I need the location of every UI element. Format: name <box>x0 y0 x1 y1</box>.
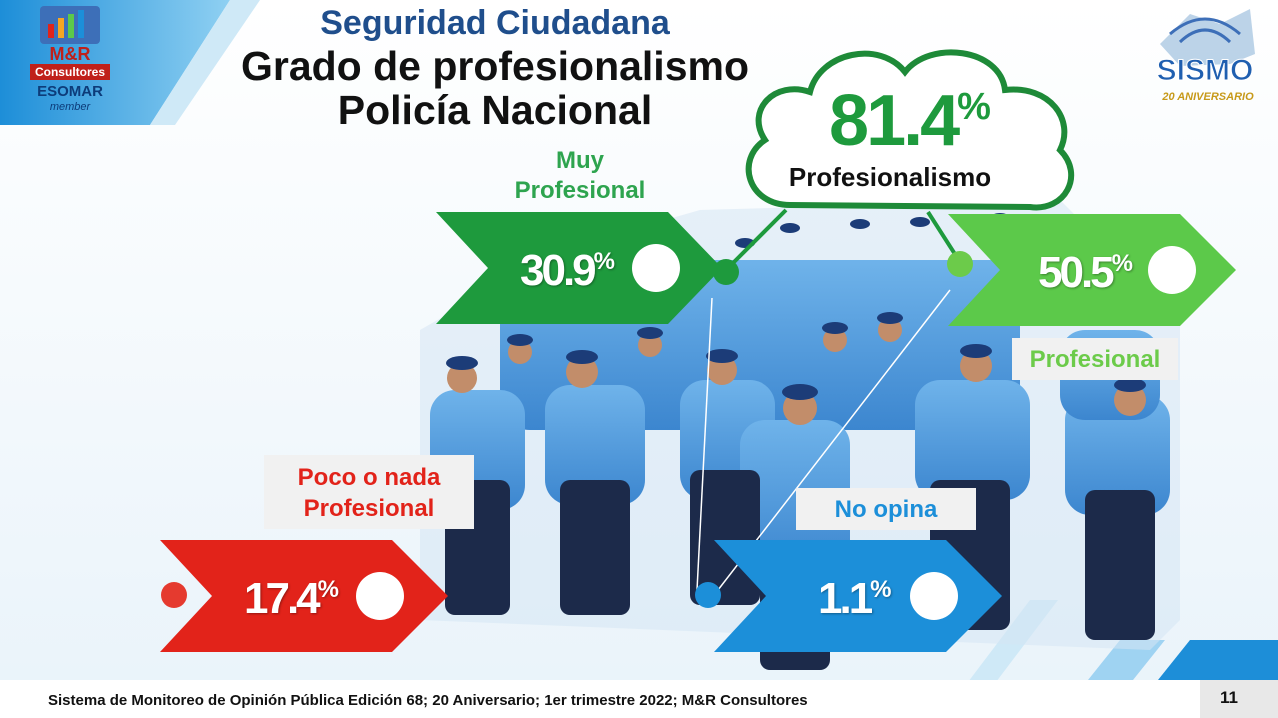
logo-consultores-text: Consultores <box>35 65 105 79</box>
muy-profesional-arrow <box>436 212 722 324</box>
no-opina-label-box <box>796 488 976 530</box>
sismo-anniversary-text: 20 ANIVERSARIO <box>1161 91 1254 103</box>
logo-member-text: member <box>50 101 92 113</box>
poco-profesional-arrow <box>160 540 448 652</box>
slide-title-line1: Grado de profesionalismo <box>240 43 750 89</box>
profesional-value: 50.5% <box>1038 248 1133 297</box>
sismo-logo: SISMO 20 ANIVERSARIO <box>1140 4 1270 110</box>
summary-label: Profesionalismo <box>788 162 992 192</box>
poco-profesional-label: Poco o nada Profesional <box>297 464 441 522</box>
mr-consultores-logo: M&R Consultores ESOMAR member <box>30 6 110 116</box>
profesional-label: Profesional <box>1029 346 1161 373</box>
profesional-circle <box>1148 246 1196 294</box>
profesional-label-box <box>1012 338 1178 380</box>
no-opina-label: No opina <box>834 496 938 523</box>
poco-profesional-dot <box>161 582 187 608</box>
footer-bar <box>0 680 1278 718</box>
summary-unit: % <box>957 86 991 128</box>
profesional-arrow <box>948 214 1236 326</box>
logo-esomar-text: ESOMAR <box>37 83 103 100</box>
poco-profesional-value: 17.4% <box>244 574 339 623</box>
slide-title-line2: Policía Nacional <box>337 87 653 133</box>
slide-topic: Seguridad Ciudadana <box>320 4 670 42</box>
poco-label-box <box>264 455 474 529</box>
no-opina-arrow <box>714 540 1002 652</box>
page-number: 11 <box>1220 688 1238 707</box>
logo-mr-text: M&R <box>50 44 91 64</box>
footer-source: Sistema de Monitoreo de Opinión Pública … <box>48 692 808 709</box>
corner-swoosh-stripe <box>150 0 260 125</box>
summary-value: 81.4% <box>829 81 991 161</box>
no-opina-circle <box>910 572 958 620</box>
sismo-logo-text: SISMO <box>1157 54 1254 87</box>
no-opina-value: 1.1% <box>818 574 892 623</box>
profesional-dot <box>947 251 973 277</box>
poco-profesional-circle <box>356 572 404 620</box>
muy-profesional-label: Muy Profesional <box>514 147 646 204</box>
muy-profesional-circle <box>632 244 680 292</box>
corner-stripe-bottom-right <box>1150 640 1278 690</box>
slide-title: Grado de profesionalismo Policía Naciona… <box>200 44 790 132</box>
muy-profesional-value: 30.9% <box>520 246 615 295</box>
page-number-box <box>1200 680 1278 718</box>
summary-cloud <box>745 49 1075 211</box>
no-opina-dot <box>695 582 721 608</box>
corner-stripe-bottom-right-light <box>1080 640 1165 690</box>
